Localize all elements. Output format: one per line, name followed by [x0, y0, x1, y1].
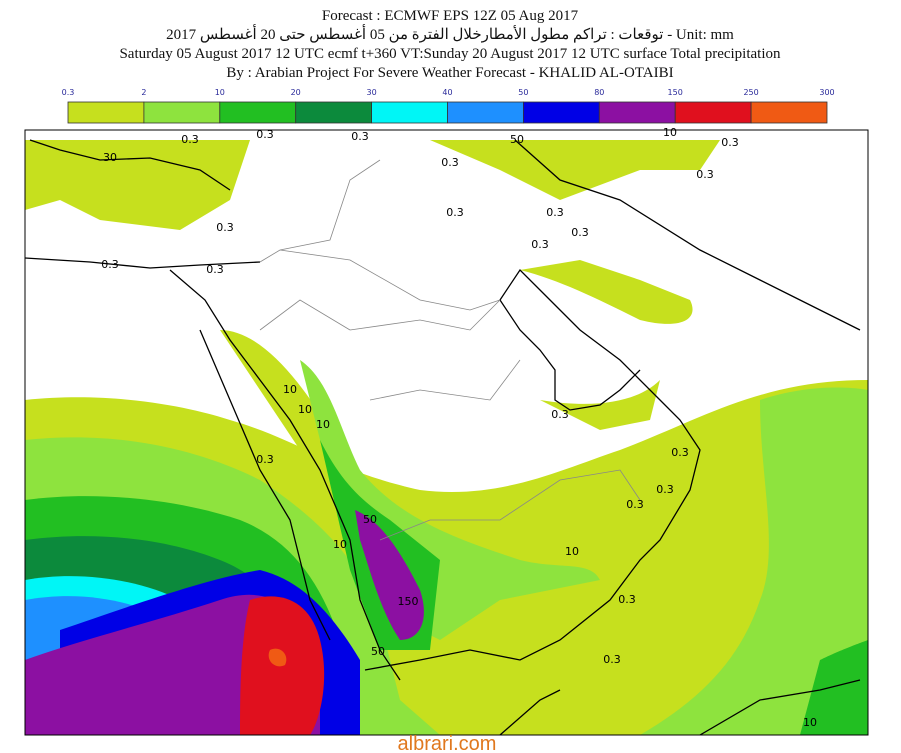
contour-label: 0.3	[256, 128, 274, 141]
contour-label: 50	[371, 645, 385, 658]
colorbar-label: 10	[215, 88, 225, 97]
contour-label: 0.3	[656, 483, 674, 496]
precip-area	[25, 140, 250, 230]
precip-area	[355, 510, 424, 640]
colorbar: 0.3 2 10 20 30 40 50 80 150 250 300	[62, 88, 835, 124]
contour-label: 10	[283, 383, 297, 396]
contour-label: 0.3	[551, 408, 569, 421]
contour-label: 0.3	[603, 653, 621, 666]
contour-label: 0.3	[618, 593, 636, 606]
precip-area	[640, 387, 868, 735]
map-frame	[24, 129, 869, 736]
contour-label: 10	[316, 418, 330, 431]
colorbar-bin	[447, 101, 524, 124]
colorbar-label: 40	[442, 88, 452, 97]
contour-label: 0.3	[351, 130, 369, 143]
colorbar-bin	[295, 101, 373, 124]
colorbar-bin	[219, 101, 297, 124]
colorbar-bin	[674, 101, 752, 124]
colorbar-label: 30	[367, 88, 377, 97]
contour-label: 0.3	[721, 136, 739, 149]
contour-label: 50	[510, 133, 524, 146]
colorbar-label: 0.3	[62, 88, 75, 97]
borders	[259, 159, 641, 541]
colorbar-label: 150	[668, 88, 683, 97]
contour-label: 0.3	[181, 133, 199, 146]
contour-label: 0.3	[206, 263, 224, 276]
contour-label: 10	[333, 538, 347, 551]
colorbar-bin	[750, 101, 828, 124]
colorbar-label: 50	[518, 88, 528, 97]
colorbar-bin	[143, 101, 221, 124]
colorbar-bin	[371, 101, 448, 124]
contour-label: 10	[565, 545, 579, 558]
colorbar-bin	[67, 101, 145, 124]
contour-label: 0.3	[696, 168, 714, 181]
contour-label: 0.3	[546, 206, 564, 219]
contour-label: 0.3	[101, 258, 119, 271]
colorbar-label: 2	[141, 88, 146, 97]
colorbar-label: 250	[743, 88, 758, 97]
contour-label: 0.3	[626, 498, 644, 511]
contour-label: 0.3	[256, 453, 274, 466]
contour-label: 0.3	[571, 226, 589, 239]
colorbar-label: 80	[594, 88, 604, 97]
contour-label: 10	[663, 126, 677, 139]
contour-label: 50	[363, 513, 377, 526]
title-line: Forecast : ECMWF EPS 12Z 05 Aug 2017	[322, 8, 579, 24]
precip-area	[800, 640, 868, 735]
footer: albrari.com	[398, 733, 497, 753]
precipitation-areas	[25, 140, 868, 735]
title-line: Saturday 05 August 2017 12 UTC ecmf t+36…	[119, 46, 781, 62]
colorbar-bin	[523, 101, 600, 124]
colorbar-label: 20	[291, 88, 301, 97]
contour-label: 0.3	[216, 221, 234, 234]
contour-label: 0.3	[531, 238, 549, 251]
contour-label: 30	[103, 151, 117, 164]
precip-area	[430, 140, 720, 200]
colorbar-label: 300	[819, 88, 834, 97]
contour-label: 0.3	[671, 446, 689, 459]
contour-label: 10	[803, 716, 817, 729]
colorbar-bin	[598, 101, 676, 124]
title-line: توقعات : تراكم مطول الأمطارخلال الفترة م…	[166, 24, 734, 43]
contour-label: 0.3	[446, 206, 464, 219]
precip-area	[520, 260, 693, 324]
coastlines	[25, 139, 861, 735]
contour-label: 10	[298, 403, 312, 416]
contour-label: 150	[398, 595, 419, 608]
title-line: By : Arabian Project For Severe Weather …	[226, 65, 673, 81]
contour-label: 0.3	[441, 156, 459, 169]
precip-area	[268, 648, 287, 667]
